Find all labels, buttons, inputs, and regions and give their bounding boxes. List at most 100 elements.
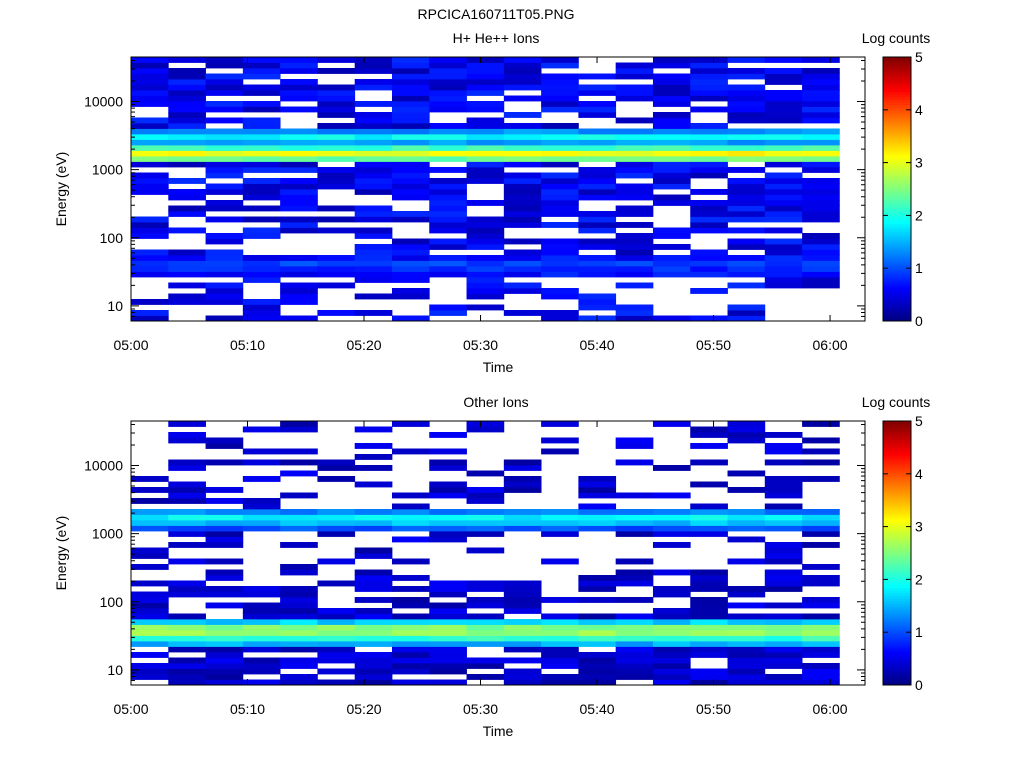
heatmap-cell [764,575,803,581]
heatmap-cell [764,68,803,74]
heatmap-cell [727,591,766,598]
heatmap-cell [280,200,318,206]
heatmap-cell [615,630,654,636]
heatmap-cell [802,525,840,532]
heatmap-cell [764,194,803,201]
heatmap-cell [690,123,728,129]
heatmap-cell [317,134,356,140]
heatmap-cell [429,624,467,631]
heatmap-cell [280,95,318,102]
heatmap-cell [466,145,505,151]
heatmap-cell [317,183,356,190]
heatmap-cell [466,426,505,433]
colorbar-segment [883,136,911,140]
heatmap-cell [205,73,244,80]
heatmap-cell [280,139,318,146]
heatmap-cell [205,288,244,294]
colorbar-segment [883,196,911,201]
heatmap-cell [727,652,766,658]
heatmap-cell [354,553,393,559]
colorbar-segment [883,589,911,594]
heatmap-cell [541,437,579,444]
heatmap-cell [615,531,654,537]
colorbar-segment [883,563,911,567]
heatmap-cell [429,271,467,278]
heatmap-cell [168,459,206,466]
heatmap-cell [802,597,840,603]
heatmap-cell [578,580,617,587]
heatmap-cell [466,641,505,647]
panel-other-ions: Other Ions 05:00 05:10 05:20 05:30 05:40 05:5… [53,394,930,739]
heatmap-cell [652,112,691,118]
colorbar-segment [883,671,911,675]
heatmap-cell [280,282,318,289]
colorbar-segment [883,613,911,617]
heatmap-cell [615,150,654,157]
heatmap-cell [541,293,579,300]
y-tick-label: 10000 [84,94,123,110]
heatmap-cell [578,167,617,173]
heatmap-cell [168,90,206,96]
heatmap-cell [764,145,803,151]
heatmap-cell [503,288,542,294]
colorbar-segment [883,476,911,480]
heatmap-cell [168,57,206,63]
heatmap-cell [205,531,244,537]
heatmap-cell [429,536,467,543]
heatmap-cell [354,580,393,587]
heatmap-cell [541,189,579,195]
heatmap-cell [280,421,318,427]
heatmap-cell [354,668,393,675]
colorbar-segment [883,550,911,554]
colorbar-segment [883,260,911,264]
heatmap-cell [727,426,766,433]
heatmap-cell [615,304,654,311]
colorbar-segment [883,294,911,298]
heatmap-cell [541,266,579,272]
heatmap-cell [802,624,840,631]
heatmap-cell [764,448,803,455]
heatmap-cell [503,591,542,598]
heatmap-cell [354,310,393,316]
heatmap-cell [727,227,766,234]
heatmap-cell [652,663,691,669]
heatmap-cell [391,536,430,543]
heatmap-cell [242,476,281,482]
heatmap-cell [391,117,430,124]
heatmap-cell [727,156,766,162]
heatmap-cell [652,266,691,272]
colorbar-segment [883,439,911,443]
heatmap-cell [131,101,169,107]
heatmap-cell [429,481,467,488]
colorbar-segment [883,125,911,129]
heatmap-cell [727,90,766,96]
heatmap-cell [391,238,430,245]
heatmap-cell [168,487,206,493]
heatmap-cell [615,657,654,664]
heatmap-cell [131,134,169,140]
colorbar-segment [883,674,911,678]
heatmap-cell [764,635,803,642]
colorbar-segment [883,518,911,522]
heatmap-cell [727,238,766,245]
heatmap-cell [652,641,691,647]
colorbar-segment [883,534,911,538]
heatmap-cell [541,249,579,256]
heatmap-cell [466,282,505,289]
heatmap-cell [802,101,840,107]
heatmap-cell [354,255,393,261]
heatmap-cell [690,641,728,647]
heatmap-cell [391,492,430,499]
heatmap-cell [802,211,840,217]
heatmap-cell [391,315,430,322]
heatmap-cell [205,668,244,675]
colorbar-segment [883,682,911,686]
heatmap-cell [541,315,579,322]
colorbar-segment [883,162,911,166]
heatmap-cell [802,520,840,526]
heatmap-cell [690,459,728,466]
heatmap-cell [242,128,281,135]
heatmap-cell [466,139,505,146]
heatmap-cell [541,514,579,521]
